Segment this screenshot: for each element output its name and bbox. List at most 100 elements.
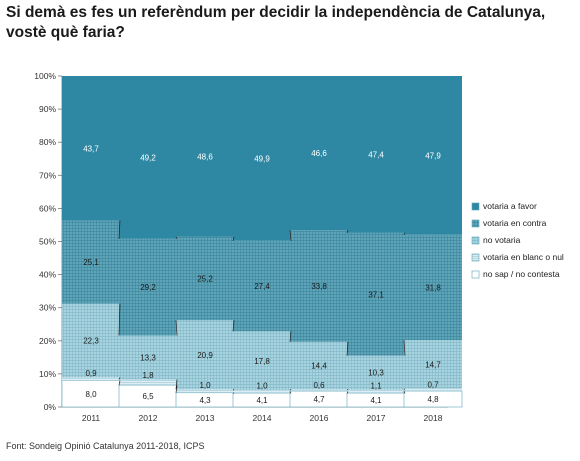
bar-segment-2011-1 bbox=[61, 380, 121, 408]
data-label: 22,3 bbox=[83, 337, 99, 346]
x-tick-label: 2011 bbox=[82, 413, 101, 423]
bars bbox=[61, 76, 463, 408]
legend-swatch bbox=[471, 253, 480, 262]
y-tick-label: 0% bbox=[44, 402, 57, 412]
y-tick-label: 60% bbox=[39, 203, 56, 213]
data-label: 0,6 bbox=[313, 381, 325, 390]
y-tick-label: 100% bbox=[34, 71, 56, 81]
data-label: 10,3 bbox=[368, 369, 384, 378]
bar-segment-2012-2 bbox=[119, 379, 177, 386]
y-tick-label: 20% bbox=[39, 336, 56, 346]
bar-segment-2017-5 bbox=[347, 76, 405, 233]
x-tick-label: 2018 bbox=[424, 413, 443, 423]
connector-line bbox=[289, 391, 292, 394]
data-label: 49,9 bbox=[254, 154, 270, 163]
data-label: 4,1 bbox=[370, 396, 382, 405]
bar-segment-2011-4 bbox=[62, 220, 120, 304]
bar-segment-2017-2 bbox=[347, 389, 405, 394]
data-label: 47,9 bbox=[425, 151, 441, 160]
data-label: 1,0 bbox=[199, 381, 211, 390]
connector-line bbox=[118, 377, 121, 380]
legend-swatch bbox=[471, 219, 480, 228]
data-label: 0,7 bbox=[427, 380, 439, 389]
x-tick-label: 2016 bbox=[310, 413, 329, 423]
y-tick-label: 70% bbox=[39, 170, 56, 180]
connector-line bbox=[175, 385, 178, 393]
connector-line bbox=[118, 303, 121, 336]
bar-segment-2013-3 bbox=[176, 320, 234, 390]
connector-line bbox=[289, 331, 292, 342]
data-label: 27,4 bbox=[254, 282, 270, 291]
bar-segment-2014-5 bbox=[233, 76, 291, 241]
bar-segment-2012-4 bbox=[119, 238, 177, 336]
bar-segment-2013-2 bbox=[176, 389, 234, 393]
connector-line bbox=[403, 232, 406, 235]
data-label: 47,4 bbox=[368, 150, 384, 159]
data-label: 17,8 bbox=[254, 357, 270, 366]
data-label: 0,9 bbox=[85, 369, 97, 378]
x-tick-label: 2013 bbox=[196, 413, 215, 423]
connector-line bbox=[346, 341, 349, 356]
data-label: 43,7 bbox=[83, 144, 99, 153]
y-tick-label: 40% bbox=[39, 270, 56, 280]
x-tick-label: 2012 bbox=[139, 413, 158, 423]
data-labels: 8,0 0,9 22,3 25,1 43,7 6,5 1,8 13,3 29,2 49,2 4,3 1… bbox=[83, 144, 441, 405]
bar-segment-2018-5 bbox=[404, 76, 462, 235]
connector-line bbox=[289, 230, 292, 241]
bar-segment-2014-4 bbox=[233, 240, 291, 332]
data-label: 1,1 bbox=[370, 381, 382, 390]
bar-segment-2017-3 bbox=[347, 355, 405, 390]
connector-line bbox=[232, 236, 235, 241]
connector-line bbox=[175, 379, 178, 390]
data-label: 31,8 bbox=[425, 283, 441, 292]
data-label: 46,6 bbox=[311, 149, 327, 158]
data-label: 4,1 bbox=[256, 396, 268, 405]
data-label: 20,9 bbox=[197, 351, 213, 360]
chart-title-line-1: Si demà es fes un referèndum per decidir… bbox=[6, 4, 546, 21]
connector-line bbox=[118, 220, 121, 239]
bar-segment-2013-4 bbox=[176, 236, 234, 321]
bar-segment-2013-5 bbox=[176, 76, 234, 237]
legend-swatch bbox=[471, 236, 480, 245]
legend-swatch bbox=[471, 270, 480, 279]
data-label: 13,3 bbox=[140, 354, 156, 363]
bar-segment-2011-2 bbox=[62, 377, 120, 381]
connector-line bbox=[232, 392, 235, 394]
legend-label: votaria a favor bbox=[483, 201, 537, 211]
connector-line bbox=[403, 340, 406, 356]
y-tick-label: 90% bbox=[39, 104, 56, 114]
source-note: Font: Sondeig Opinió Catalunya 2011-2018… bbox=[6, 441, 205, 451]
data-label: 8,0 bbox=[85, 390, 97, 399]
data-label: 1,0 bbox=[256, 382, 268, 391]
bar-segment-2017-4 bbox=[347, 232, 405, 356]
data-label: 4,7 bbox=[313, 395, 325, 404]
bar-segment-2012-3 bbox=[119, 335, 177, 380]
legend-label: votaria en contra bbox=[483, 218, 547, 228]
data-label: 25,1 bbox=[83, 258, 99, 267]
connector-line bbox=[232, 389, 235, 391]
connector-line bbox=[289, 389, 292, 391]
bar-segment-2016-5 bbox=[290, 76, 348, 231]
x-axis-labels: 2011 2012 2013 2014 2016 2017 2018 bbox=[82, 413, 443, 423]
legend-label: no sap / no contesta bbox=[483, 269, 560, 279]
data-label: 14,7 bbox=[425, 360, 441, 369]
connector-lines bbox=[118, 220, 406, 394]
bar-segment-2018-1 bbox=[403, 390, 463, 408]
bar-segment-2016-4 bbox=[290, 230, 348, 342]
data-label: 37,1 bbox=[368, 290, 384, 299]
bar-segment-2016-2 bbox=[290, 389, 348, 392]
connector-line bbox=[175, 236, 178, 240]
chart-title-line-2: vostè què faria? bbox=[6, 24, 125, 41]
y-tick-label: 10% bbox=[39, 369, 56, 379]
x-tick-label: 2014 bbox=[253, 413, 272, 423]
x-tick-label: 2017 bbox=[367, 413, 386, 423]
data-label: 14,4 bbox=[311, 362, 327, 371]
connector-line bbox=[403, 388, 406, 391]
bar-segment-2016-3 bbox=[290, 341, 348, 390]
connector-line bbox=[232, 320, 235, 332]
data-label: 49,2 bbox=[140, 153, 156, 162]
connector-line bbox=[403, 390, 406, 394]
y-tick-label: 30% bbox=[39, 303, 56, 313]
connector-line bbox=[175, 320, 178, 336]
